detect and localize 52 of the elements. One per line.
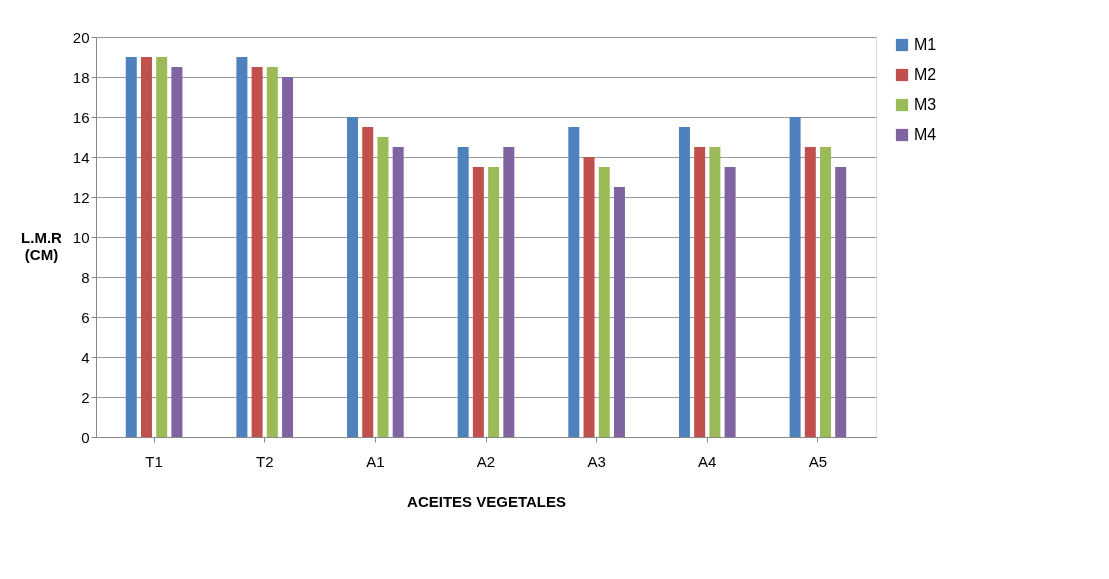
y-tick-label: 0: [81, 428, 90, 446]
legend-label: M2: [914, 66, 937, 83]
bar: [598, 167, 610, 437]
bar: [125, 57, 137, 437]
y-tick-label: 20: [72, 28, 90, 46]
x-axis-title: ACEITES VEGETALES: [407, 492, 566, 510]
y-tick-label: 18: [72, 68, 90, 86]
y-tick-label: 8: [81, 268, 90, 286]
x-tick-label: A2: [476, 452, 496, 470]
bar: [568, 127, 580, 437]
x-tick-label: A5: [808, 452, 828, 470]
bar: [457, 147, 469, 437]
bar: [709, 147, 721, 437]
x-tick-label: A1: [366, 452, 385, 470]
x-tick-label: T2: [255, 452, 274, 470]
bar: [156, 57, 168, 437]
bar: [694, 147, 706, 437]
bar: [362, 127, 374, 437]
bar: [613, 187, 625, 437]
bar: [282, 77, 294, 437]
y-tick-label: 16: [72, 108, 90, 126]
bar: [503, 147, 515, 437]
bar: [377, 137, 389, 437]
bar: [347, 117, 359, 437]
bar: [804, 147, 816, 437]
bar: [678, 127, 690, 437]
bar: [251, 67, 263, 437]
y-tick-label: 2: [81, 388, 90, 406]
bar: [171, 67, 183, 437]
y-tick-label: 14: [72, 148, 90, 166]
legend-label: M4: [914, 126, 937, 143]
bar: [472, 167, 484, 437]
bar: [236, 57, 248, 437]
y-tick-label: 10: [72, 228, 90, 246]
x-tick-label: A4: [698, 452, 717, 470]
bar: [488, 167, 500, 437]
legend-label: M3: [914, 96, 937, 113]
bar: [724, 167, 736, 437]
y-tick-label: 4: [81, 348, 90, 366]
y-axis-title: L.M.R (CM): [21, 228, 63, 263]
x-tick-label: T1: [145, 452, 163, 470]
bar: [266, 67, 278, 437]
bar: [820, 147, 832, 437]
bar: [789, 117, 801, 437]
bar: [140, 57, 152, 437]
bar: [583, 157, 595, 437]
legend-label: M1: [914, 36, 937, 53]
y-tick-label: 6: [81, 308, 90, 326]
y-tick-label: 12: [72, 188, 90, 206]
x-tick-label: A3: [587, 452, 606, 470]
bar: [835, 167, 847, 437]
bar: [392, 147, 404, 437]
